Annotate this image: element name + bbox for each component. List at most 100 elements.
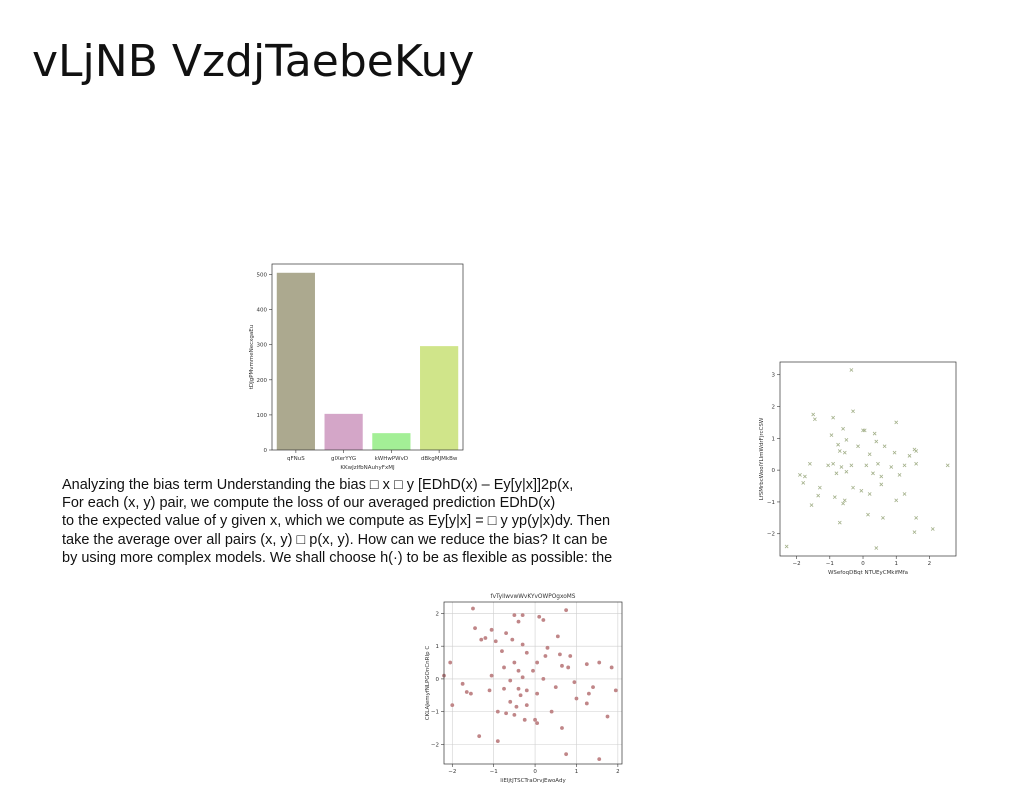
data-point	[512, 713, 517, 717]
data-point	[502, 665, 506, 670]
data-point	[798, 473, 802, 477]
data-point	[597, 757, 602, 761]
data-point	[826, 463, 831, 468]
data-point-stroke	[902, 463, 907, 468]
data-point	[584, 662, 589, 667]
data-point	[801, 480, 806, 485]
data-point-stroke	[874, 546, 879, 550]
data-point	[535, 721, 540, 725]
data-point-stroke	[849, 368, 854, 372]
data-point-stroke	[879, 474, 884, 479]
data-point	[844, 438, 849, 442]
x-tick-label: 0	[533, 769, 537, 775]
data-point-stroke	[871, 471, 875, 476]
paragraph-line: For each (x, y) pair, we compute the los…	[62, 495, 556, 512]
y-tick-label: −2	[767, 532, 775, 538]
y-tick-label: 0	[772, 468, 776, 474]
data-point	[537, 614, 542, 619]
data-point-stroke	[892, 450, 897, 455]
data-point	[859, 488, 864, 493]
data-point	[518, 693, 523, 698]
data-point	[841, 426, 845, 431]
y-tick-label: 400	[257, 308, 268, 314]
data-point	[597, 660, 602, 665]
data-point	[572, 680, 577, 685]
data-point	[531, 668, 535, 673]
x-tick-label: −1	[826, 561, 834, 567]
data-point-stroke	[849, 463, 854, 468]
data-point	[504, 631, 508, 635]
data-point-stroke	[874, 439, 879, 444]
bar	[276, 272, 315, 450]
data-point	[849, 368, 854, 372]
plot-frame	[443, 601, 623, 765]
data-point-stroke	[803, 474, 807, 479]
scatter-chart-dots: −2 −1 0 1 2 −2 −1 0 1 2 fvTyllwvwWvKYvOWPOgxoMS liE…	[425, 594, 623, 784]
data-point-stroke	[809, 503, 814, 507]
y-tick-label: 2	[772, 405, 776, 411]
data-point	[495, 709, 500, 714]
data-point-stroke	[879, 482, 884, 487]
data-point	[514, 704, 519, 709]
x-tick-label: qFNuS	[287, 456, 305, 462]
x-axis-label: KKwJzIfbNAuhyFxMJ	[340, 465, 395, 471]
data-point	[892, 450, 897, 455]
data-point-stroke	[812, 417, 817, 422]
x-tick-label: 1	[894, 561, 898, 567]
plot-frame	[271, 263, 464, 451]
data-point	[881, 515, 885, 520]
y-tick-label: −1	[431, 710, 439, 716]
x-tick-label: 2	[928, 561, 932, 567]
bar	[372, 433, 411, 450]
data-point	[832, 495, 837, 500]
data-point	[874, 546, 879, 550]
data-point	[844, 469, 849, 474]
data-point	[510, 637, 515, 642]
data-point	[489, 673, 494, 678]
data-point	[522, 717, 527, 722]
data-point	[493, 639, 498, 644]
data-point	[808, 461, 812, 466]
data-point	[902, 492, 907, 496]
data-point	[504, 711, 508, 716]
data-point	[566, 665, 571, 670]
data-point	[897, 473, 902, 477]
data-point	[495, 739, 500, 743]
data-point-stroke	[945, 463, 950, 468]
data-point-stroke	[914, 461, 919, 466]
data-point	[831, 415, 836, 420]
data-point-stroke	[831, 461, 836, 466]
y-tick-label: 1	[436, 644, 440, 650]
y-tick-label: −2	[431, 742, 439, 748]
y-axis-label: tDJgPMvmmeNecxgaEu	[249, 325, 255, 390]
data-point	[568, 654, 573, 658]
data-point	[450, 703, 455, 707]
y-tick-label: 3	[772, 373, 776, 379]
data-point	[464, 690, 469, 694]
data-point-stroke	[894, 498, 899, 503]
data-point-stroke	[842, 450, 847, 455]
data-point	[912, 530, 917, 535]
data-point	[564, 608, 569, 613]
data-point-stroke	[912, 530, 917, 535]
data-point-stroke	[816, 493, 821, 498]
data-point	[460, 681, 465, 686]
data-point	[816, 493, 821, 498]
data-point	[520, 613, 525, 617]
data-point-stroke	[834, 471, 839, 476]
data-point-stroke	[914, 515, 919, 520]
data-point-stroke	[841, 426, 845, 431]
data-point-stroke	[867, 452, 872, 457]
data-point	[872, 431, 877, 436]
data-point	[471, 606, 475, 611]
data-point-stroke	[842, 498, 847, 503]
data-point	[945, 463, 950, 468]
data-point	[564, 752, 569, 757]
x-tick-label: 2	[616, 769, 620, 775]
x-axis-label: liEIjtJTSCTraOrvjEwoAdy	[500, 778, 566, 784]
data-point	[811, 412, 816, 417]
data-point	[512, 613, 517, 617]
page-title: vLjNB VzdjTaebeKuy	[32, 36, 475, 87]
data-point	[469, 691, 473, 696]
x-tick-label: glXerYYG	[331, 456, 356, 462]
